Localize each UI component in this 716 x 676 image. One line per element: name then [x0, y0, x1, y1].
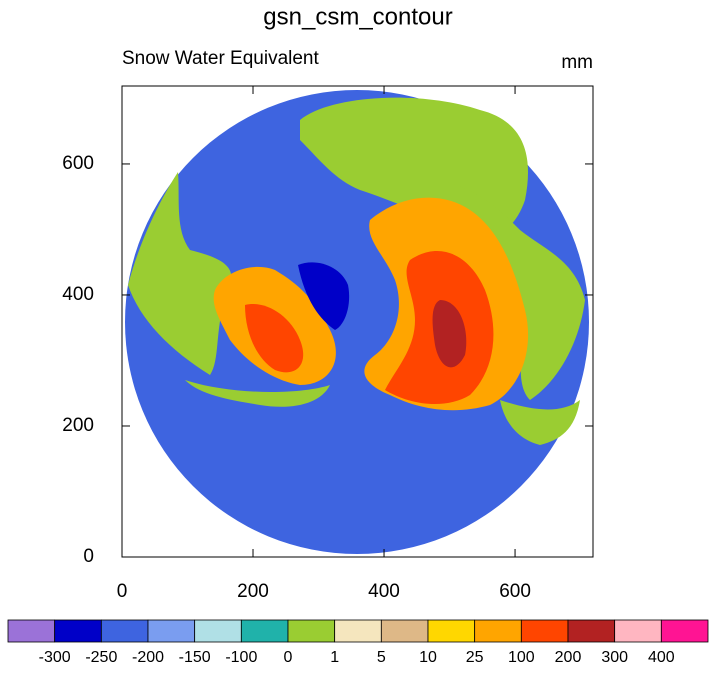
- map-field: [125, 90, 589, 554]
- colorbar-label: 5: [377, 649, 386, 666]
- colorbar-box: [334, 619, 382, 643]
- colorbar-box: [380, 619, 429, 643]
- colorbar-box: [660, 619, 709, 643]
- colorbar-label: 400: [648, 649, 675, 666]
- snow-region: [432, 300, 467, 368]
- land: [128, 172, 232, 375]
- colorbar-box: [520, 619, 569, 643]
- colorbar-box: [54, 619, 102, 643]
- colorbar-box: [287, 619, 336, 643]
- colorbar-box: [474, 619, 522, 643]
- colorbar-label: 10: [419, 649, 437, 666]
- y-tick-label: 0: [83, 546, 94, 567]
- colorbar-label: 300: [601, 649, 628, 666]
- x-tick-label: 600: [499, 581, 531, 602]
- colorbar-label: -250: [85, 649, 117, 666]
- snow-region: [245, 304, 304, 373]
- y-tick-label: 200: [62, 415, 94, 436]
- chart-title: gsn_csm_contour: [263, 3, 452, 30]
- colorbar-label: -100: [225, 649, 257, 666]
- colorbar-box: [567, 619, 616, 643]
- colorbar-box: [194, 619, 242, 643]
- colorbar-box: [147, 619, 196, 643]
- colorbar-label: 200: [555, 649, 582, 666]
- colorbar-label: 1: [330, 649, 339, 666]
- colorbar-label: 100: [508, 649, 535, 666]
- subtitle-left: Snow Water Equivalent: [122, 48, 320, 69]
- ice-region: [298, 262, 350, 330]
- x-tick-label: 400: [368, 581, 400, 602]
- subtitle-right: mm: [561, 52, 593, 73]
- colorbar-label: 0: [284, 649, 293, 666]
- colorbar-label: 25: [466, 649, 484, 666]
- x-tick-label: 0: [117, 581, 128, 602]
- land: [185, 380, 330, 407]
- y-tick-label: 400: [62, 284, 94, 305]
- y-tick-label: 600: [62, 153, 94, 174]
- colorbar-box: [100, 619, 149, 643]
- colorbar-label: -150: [179, 649, 211, 666]
- colorbar-label: -300: [39, 649, 71, 666]
- plot-frame: [121, 85, 594, 558]
- land: [500, 400, 580, 445]
- x-tick-label: 200: [237, 581, 269, 602]
- colorbar-box: [240, 619, 289, 643]
- colorbar-box: [7, 619, 56, 643]
- colorbar-label: -200: [132, 649, 164, 666]
- colorbar-box: [427, 619, 476, 643]
- colorbar-box: [614, 619, 662, 643]
